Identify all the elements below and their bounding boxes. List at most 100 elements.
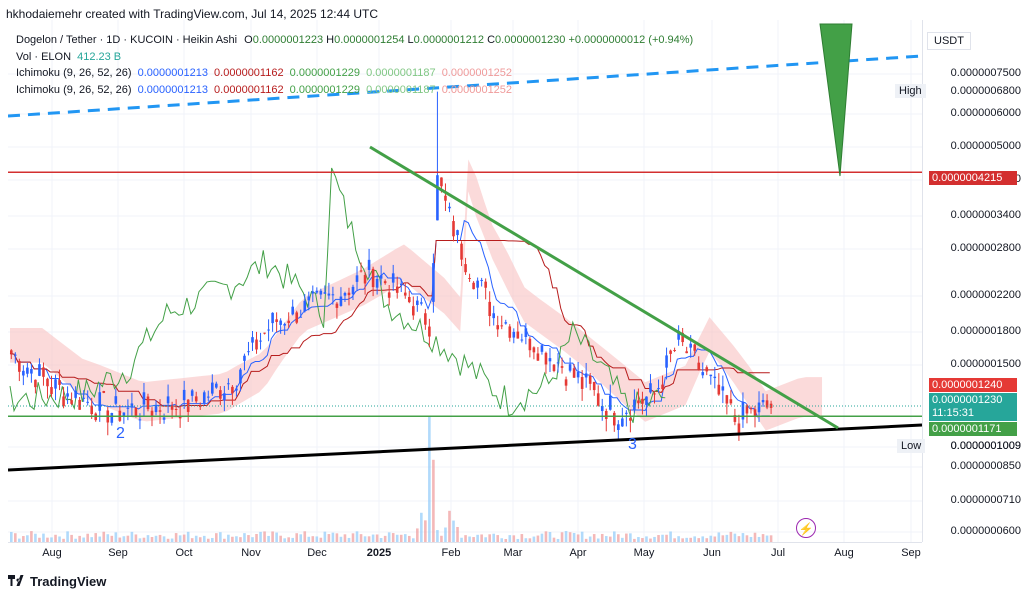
volume-label[interactable]: Vol · ELON bbox=[16, 50, 72, 63]
candle-body bbox=[259, 340, 262, 342]
candle-body bbox=[371, 268, 375, 288]
candle-body bbox=[30, 369, 33, 374]
ohlc-high: 0.0000001254 bbox=[334, 34, 405, 46]
time-tick-label: Jul bbox=[770, 547, 786, 559]
ohlc-low-label: L bbox=[407, 34, 414, 46]
volume-bar bbox=[572, 532, 576, 542]
volume-bar bbox=[677, 536, 680, 542]
volume-bar bbox=[283, 538, 286, 542]
ohlc-close: 0.0000001230 bbox=[495, 34, 566, 46]
candle-body bbox=[255, 339, 258, 350]
alert-bolt-icon[interactable]: ⚡ bbox=[796, 518, 816, 538]
volume-bar bbox=[737, 536, 741, 542]
candle-body bbox=[247, 351, 250, 353]
ichimoku-label[interactable]: Ichimoku (9, 26, 52, 26) bbox=[16, 67, 132, 79]
candle-body bbox=[74, 390, 77, 398]
candle-body bbox=[182, 389, 186, 401]
candle-body bbox=[158, 410, 162, 412]
candle-body bbox=[235, 388, 238, 391]
volume-bar bbox=[741, 533, 745, 542]
volume-bar bbox=[231, 536, 234, 542]
volume-bar bbox=[315, 536, 319, 542]
wave-label-2[interactable]: 2 bbox=[116, 425, 125, 442]
candle-body bbox=[367, 259, 371, 270]
candle-body bbox=[725, 395, 729, 404]
volume-bar bbox=[126, 535, 130, 542]
volume-bar bbox=[287, 537, 290, 542]
candle-body bbox=[556, 362, 560, 364]
candle-body bbox=[78, 399, 81, 410]
candle-body bbox=[98, 392, 102, 411]
volume-bar bbox=[649, 538, 652, 542]
candle-body bbox=[604, 410, 608, 420]
symbol-title[interactable]: Dogelon / Tether · 1D · KUCOIN · Heikin … bbox=[16, 34, 238, 46]
time-axis[interactable]: Aug Sep Oct Nov Dec 2025 Feb Mar Apr May Jun Jul Aug… bbox=[8, 542, 922, 565]
candle-body bbox=[424, 313, 427, 325]
volume-bar bbox=[717, 532, 721, 542]
volume-bar bbox=[18, 538, 21, 542]
candle-body bbox=[665, 355, 668, 368]
volume-bar bbox=[186, 531, 190, 542]
candle-body bbox=[745, 405, 749, 414]
candle-body bbox=[359, 270, 363, 272]
volume-bar bbox=[178, 535, 182, 542]
time-tick-label: Feb bbox=[441, 547, 461, 559]
volume-bar bbox=[335, 533, 339, 542]
volume-bar bbox=[504, 538, 508, 542]
currency-selector[interactable]: USDT bbox=[927, 32, 971, 50]
volume-bar bbox=[548, 532, 552, 542]
candle-body bbox=[717, 384, 721, 395]
time-tick-label: Apr bbox=[569, 547, 587, 559]
price-axis[interactable]: USDT 0.0000007500 0.0000006000 0.000000500… bbox=[895, 20, 1024, 542]
price-chart[interactable] bbox=[8, 20, 922, 542]
ichimoku-label[interactable]: Ichimoku (9, 26, 52, 26) bbox=[16, 83, 132, 96]
candle-body bbox=[765, 400, 769, 408]
volume-bar bbox=[387, 532, 391, 542]
candle-body bbox=[617, 424, 620, 430]
volume-bar bbox=[508, 535, 512, 542]
volume-bar bbox=[114, 532, 118, 542]
candle-body bbox=[608, 395, 612, 410]
volume-bar bbox=[66, 531, 69, 542]
trend-drawings[interactable] bbox=[8, 23, 922, 472]
volume-bar bbox=[319, 537, 323, 542]
last-price-tag: 0.0000001230 11:15:31 bbox=[929, 393, 1017, 421]
volume-bar bbox=[343, 534, 347, 542]
volume-bar bbox=[464, 535, 467, 542]
volume-bar bbox=[725, 534, 729, 542]
volume-bar bbox=[403, 534, 407, 542]
candle-body bbox=[150, 410, 154, 416]
volume-bar bbox=[564, 531, 568, 542]
volume-bar bbox=[110, 535, 114, 542]
volume-bar bbox=[600, 533, 604, 542]
candle-body bbox=[677, 330, 680, 340]
volume-bar bbox=[363, 536, 367, 542]
price-tick-label: 0.0000000850 bbox=[950, 460, 1021, 472]
candle-body bbox=[637, 400, 640, 404]
candle-body bbox=[420, 302, 423, 304]
volume-bar bbox=[198, 537, 202, 542]
ichimoku-conversion: 0.0000001213 bbox=[137, 67, 208, 79]
candle-body bbox=[697, 362, 701, 370]
candle-body bbox=[536, 353, 540, 361]
volume-bar bbox=[560, 532, 564, 542]
wave-label-3[interactable]: 3 bbox=[628, 436, 637, 453]
candle-body bbox=[271, 312, 274, 324]
volume-bar bbox=[420, 512, 423, 542]
price-tick-label: 0.0000000600 bbox=[950, 525, 1021, 537]
candle-body bbox=[299, 316, 303, 318]
ichimoku-lagging-line bbox=[9, 167, 666, 424]
volume-bar bbox=[492, 533, 495, 542]
candle-body bbox=[464, 264, 467, 273]
volume-bar bbox=[38, 537, 41, 542]
volume-bar bbox=[641, 538, 644, 542]
chart-attribution: hkhodaiemehr created with TradingView.co… bbox=[6, 7, 378, 21]
volume-bar bbox=[596, 538, 600, 542]
candle-body bbox=[138, 419, 142, 421]
candle-body bbox=[552, 364, 556, 371]
candle-body bbox=[34, 379, 37, 388]
candle-body bbox=[122, 412, 126, 417]
volume-bar bbox=[769, 535, 773, 542]
tradingview-logo[interactable]: TradingView bbox=[8, 574, 106, 589]
volume-bar bbox=[227, 534, 230, 542]
